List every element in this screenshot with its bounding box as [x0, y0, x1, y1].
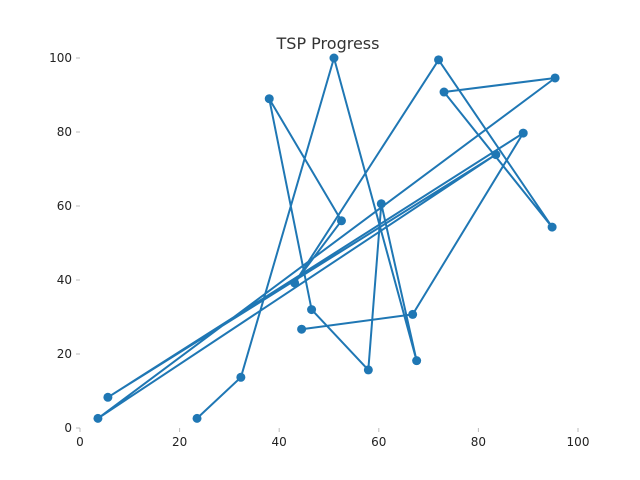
y-tick-label: 0 — [64, 421, 72, 435]
data-point — [408, 309, 418, 319]
data-point — [491, 150, 501, 160]
y-tick-label: 60 — [57, 199, 72, 213]
y-tick-label: 20 — [57, 347, 72, 361]
y-tick-label: 80 — [57, 125, 72, 139]
data-point — [290, 278, 300, 288]
data-point — [329, 53, 339, 63]
data-point — [192, 413, 202, 423]
chart-title: TSP Progress — [276, 34, 380, 53]
data-point — [264, 94, 274, 104]
x-tick-label: 100 — [567, 435, 590, 449]
y-tick-label: 100 — [49, 51, 72, 65]
data-point — [434, 55, 444, 65]
data-point — [547, 222, 557, 232]
data-point — [236, 372, 246, 382]
data-point — [307, 305, 317, 315]
data-point — [376, 199, 386, 209]
data-point — [518, 128, 528, 138]
series-point-group — [93, 53, 560, 423]
x-tick-label: 80 — [471, 435, 486, 449]
x-tick-label: 20 — [172, 435, 187, 449]
data-point — [93, 413, 103, 423]
x-tick-label: 60 — [371, 435, 386, 449]
data-point — [550, 73, 560, 83]
y-tick-label: 40 — [57, 273, 72, 287]
y-axis: 0 20 40 60 80 100 — [49, 51, 80, 435]
data-point — [336, 216, 346, 226]
data-point — [412, 356, 422, 366]
x-tick-label: 0 — [76, 435, 84, 449]
series-line — [96, 57, 557, 420]
x-axis: 0 20 40 60 80 100 — [76, 428, 589, 449]
data-point — [363, 365, 373, 375]
x-tick-label: 40 — [272, 435, 287, 449]
data-point — [439, 87, 449, 97]
data-point — [103, 392, 113, 402]
series-line-group — [96, 57, 557, 420]
data-point — [297, 324, 307, 334]
